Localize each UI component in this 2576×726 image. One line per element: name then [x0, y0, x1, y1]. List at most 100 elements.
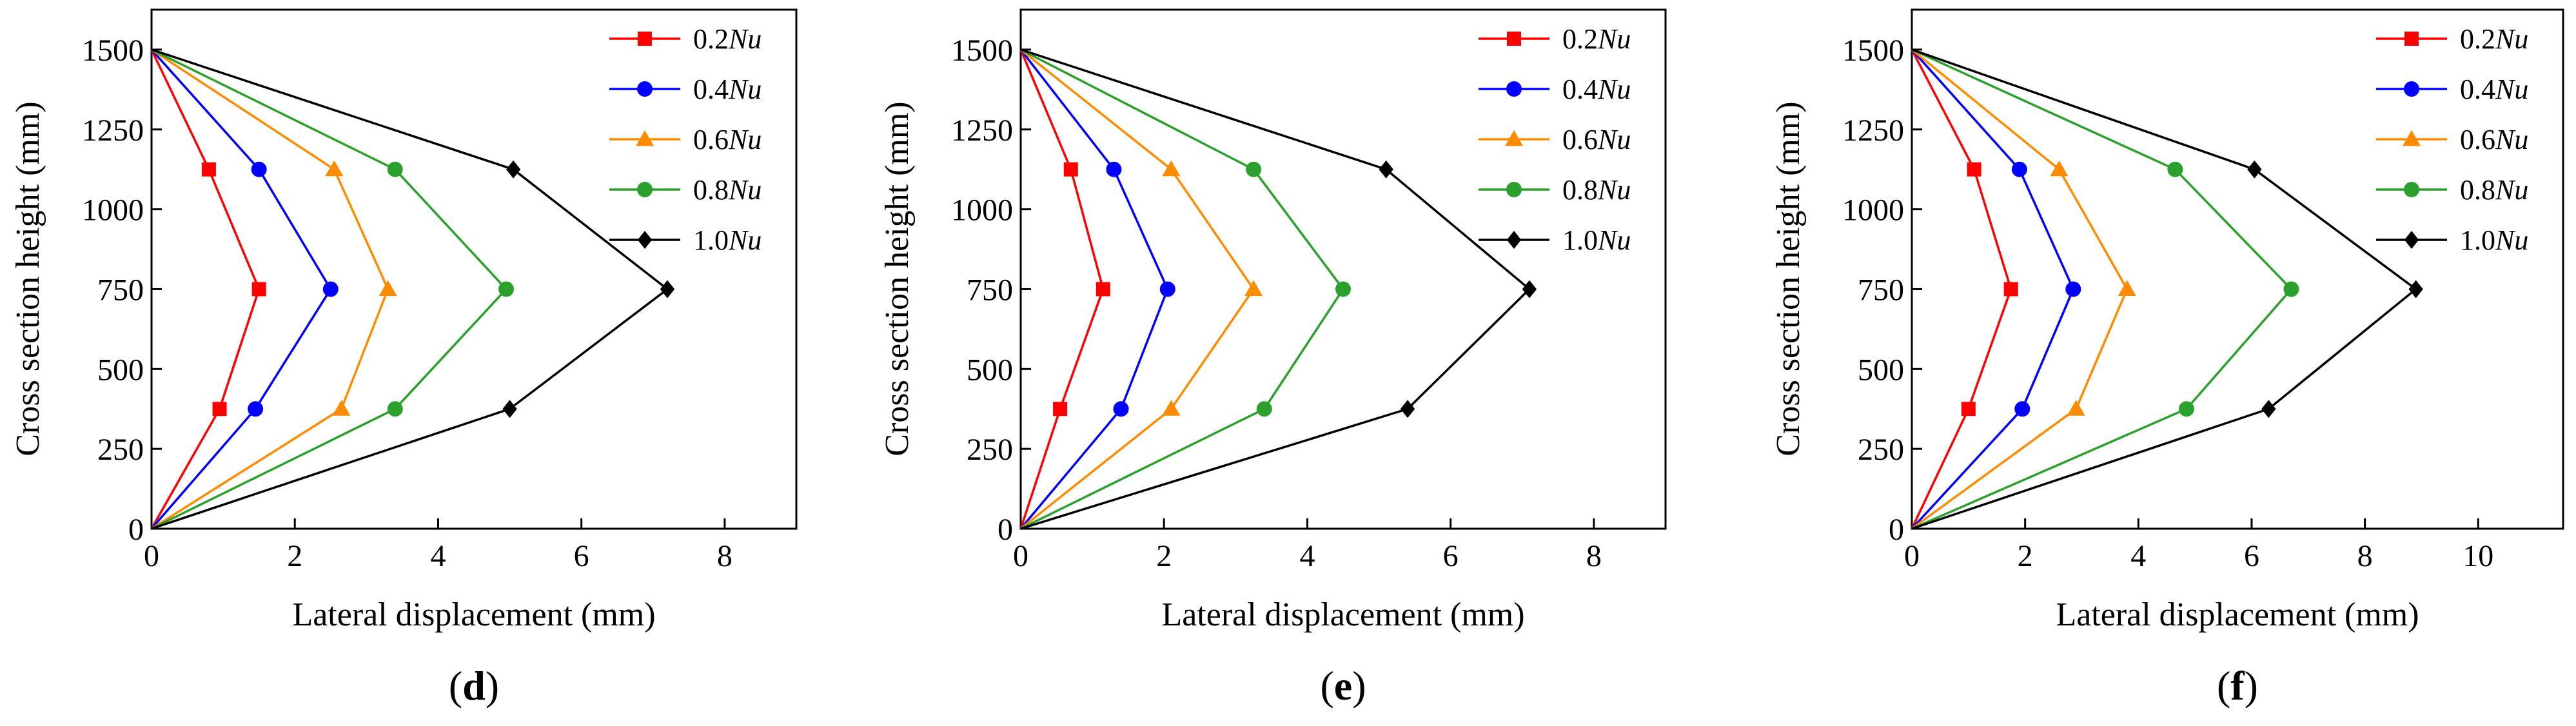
series-0.4: [150, 48, 339, 530]
legend-label: 0.4Nu: [693, 74, 762, 105]
data-point: [1162, 400, 1181, 416]
legend-label: 0.2Nu: [693, 23, 762, 55]
y-tick-label: 1500: [951, 34, 1013, 68]
legend-marker: [637, 182, 653, 197]
data-point: [1159, 281, 1175, 297]
data-point: [2067, 400, 2085, 416]
series-line: [1020, 48, 1345, 530]
y-tick-label: 1000: [951, 193, 1013, 228]
legend-unit: Nu: [1597, 174, 1631, 206]
legend-marker: [1506, 81, 1522, 97]
panel-letter: e: [1334, 663, 1352, 709]
series-0.2: [1019, 49, 1110, 529]
data-point: [2011, 161, 2027, 177]
y-tick-label: 250: [967, 433, 1013, 467]
series-0.4: [1019, 48, 1175, 530]
data-point: [2261, 400, 2276, 418]
panel-letter: d: [462, 663, 486, 709]
series-line: [1019, 48, 1255, 530]
x-tick-label: 6: [1443, 539, 1459, 573]
y-tick-label: 0: [128, 513, 144, 547]
legend-unit: Nu: [2495, 74, 2528, 105]
x-tick-label: 6: [2244, 539, 2259, 573]
plot-frame: [150, 8, 798, 530]
x-tick-label: 10: [2463, 539, 2493, 573]
legend-item: 0.2Nu: [1479, 23, 1631, 55]
legend-label: 0.2Nu: [1562, 23, 1631, 55]
legend-label: 1.0Nu: [2460, 224, 2528, 256]
data-point: [201, 162, 216, 177]
x-tick-label: 0: [1013, 539, 1028, 573]
legend-label: 0.2Nu: [2460, 23, 2528, 55]
legend-coef: 0.8: [693, 174, 729, 206]
y-tick-label: 0: [998, 513, 1013, 547]
chart-panel-e: 0 2 4 6 8 0 250 500 750 1000 1250 1500 Lateral displ…: [879, 8, 1667, 709]
legend-marker: [637, 231, 653, 249]
x-tick-label: 2: [1156, 539, 1172, 573]
y-tick-label: 1500: [1842, 34, 1904, 68]
series-0.6: [151, 48, 397, 530]
panel-label: (f): [2217, 663, 2258, 709]
data-point: [2408, 280, 2423, 299]
series-0.8: [1020, 48, 1351, 530]
data-point: [2247, 160, 2262, 179]
plot-frame: [1019, 8, 1667, 530]
data-point: [251, 161, 267, 177]
legend-marker: [2404, 81, 2419, 97]
data-point: [2178, 401, 2194, 417]
data-point: [506, 160, 521, 179]
data-point: [1063, 162, 1078, 177]
legend-item: 0.6Nu: [1479, 124, 1631, 155]
data-point: [1113, 401, 1129, 417]
legend-label: 0.4Nu: [1562, 74, 1631, 105]
legend-item: 0.2Nu: [2376, 23, 2528, 55]
legend-coef: 0.6: [693, 124, 729, 155]
y-tick-label: 500: [967, 353, 1013, 387]
y-tick-label: 250: [1858, 433, 1904, 467]
legend-marker: [1507, 32, 1521, 46]
legend-unit: Nu: [1597, 124, 1631, 155]
legend-marker: [2403, 130, 2421, 146]
data-point: [1053, 402, 1068, 417]
series-1.0: [151, 48, 675, 530]
data-point: [1961, 402, 1976, 417]
legend-item: 0.8Nu: [2376, 174, 2528, 206]
legend-item: 0.6Nu: [2376, 124, 2528, 155]
legend-marker: [1506, 182, 1522, 197]
data-point: [502, 400, 517, 418]
data-point: [2050, 160, 2069, 177]
x-tick-label: 4: [2130, 539, 2146, 573]
legend-unit: Nu: [2495, 124, 2528, 155]
chart-panel-d: 0 2 4 6 8 0 250 500 750 1000 1250 1500 Lateral displ…: [10, 8, 798, 709]
panel-paren-open: (: [1320, 663, 1333, 709]
legend-marker: [637, 81, 653, 97]
x-axis-label: Lateral displacement (mm): [2056, 596, 2419, 633]
y-axis-label: Cross section height (mm): [879, 101, 916, 456]
series-1.0: [1020, 48, 1537, 530]
legend-label: 1.0Nu: [693, 224, 762, 256]
data-point: [332, 400, 351, 416]
legend-unit: Nu: [1597, 224, 1631, 256]
y-tick-label: 1250: [1842, 113, 1904, 148]
legend-coef: 0.6: [1562, 124, 1598, 155]
legend-coef: 0.8: [2460, 174, 2495, 206]
series-0.4: [1911, 48, 2081, 530]
series-1.0: [1911, 48, 2423, 530]
legend-marker: [2404, 182, 2419, 197]
panel-paren-open: (: [2217, 663, 2230, 709]
series-line: [1911, 48, 2075, 530]
panel-label: (e): [1320, 663, 1366, 709]
panel-paren-close: ): [486, 663, 499, 709]
panel-paren-open: (: [449, 663, 462, 709]
series-line: [1911, 48, 2293, 530]
data-point: [1106, 161, 1122, 177]
series-line: [1019, 49, 1105, 529]
y-tick-label: 750: [1858, 273, 1904, 307]
legend-unit: Nu: [728, 124, 762, 155]
x-axis-label: Lateral displacement (mm): [292, 596, 655, 633]
legend-unit: Nu: [728, 174, 762, 206]
legend-coef: 0.4: [1562, 74, 1598, 105]
data-point: [1522, 280, 1537, 299]
